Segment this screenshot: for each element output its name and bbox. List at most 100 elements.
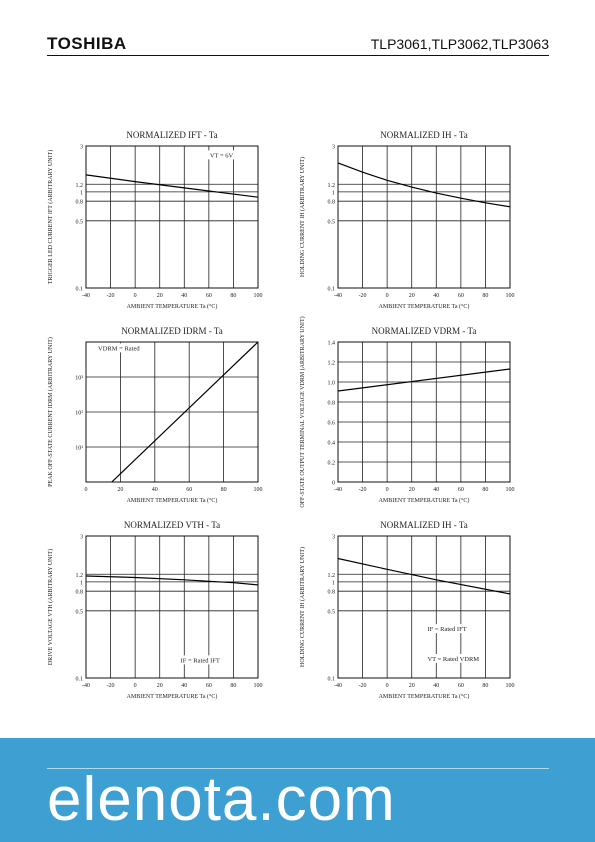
x-tick-label: 60 (458, 683, 464, 689)
x-tick-label: 40 (433, 487, 439, 493)
x-tick-label: 20 (157, 293, 163, 299)
annotation-bg (425, 653, 484, 663)
x-tick-label: 20 (409, 487, 415, 493)
y-axis-label: TRIGGER LED CURRENT IFT (ARBITRARY UNIT) (47, 150, 54, 284)
x-tick-label: 20 (409, 293, 415, 299)
toshiba-logo: TOSHIBA (47, 34, 127, 53)
y-tick-label: 0.1 (76, 287, 84, 293)
x-tick-label: 40 (433, 683, 439, 689)
y-tick-label: 0.2 (328, 461, 336, 467)
chart-vdrm-ta: NORMALIZED VDRM - Ta OFF-STATE OUTPUT TER… (299, 316, 515, 507)
chart-ih-ta-top: NORMALIZED IH - Ta HOLDING CURRENT IH (AR… (299, 130, 515, 310)
chart-title: NORMALIZED VTH - Ta (124, 520, 220, 530)
y-tick-label: 0.8 (76, 590, 84, 596)
x-tick-label: 0 (85, 487, 88, 493)
y-tick-label: 0.5 (328, 219, 336, 225)
x-tick-label: -20 (359, 683, 367, 689)
y-tick-label: 1 (332, 190, 335, 196)
y-tick-label: 1 (80, 190, 83, 196)
y-tick-label: 3 (332, 145, 335, 151)
chart-vth-ta: NORMALIZED VTH - Ta DRIVE VOLTAGE VTH (AR… (47, 520, 263, 700)
x-tick-label: 0 (386, 487, 389, 493)
chart-title: NORMALIZED IH - Ta (380, 130, 467, 140)
y-axis-label: PEAK OFF-STATE CURRENT IDRM (ARBITRARY U… (47, 337, 54, 487)
y-tick-label: 0 (332, 481, 335, 487)
annotation-bg (178, 655, 233, 665)
plot-frame (85, 341, 259, 483)
y-tick-label: 0.1 (328, 677, 336, 683)
series-line (85, 575, 259, 586)
x-tick-label: 100 (254, 293, 263, 299)
x-tick-label: 80 (482, 293, 488, 299)
x-tick-label: 80 (482, 487, 488, 493)
y-tick-label: 3 (332, 535, 335, 541)
y-tick-label: 1 (80, 580, 83, 586)
x-tick-label: 0 (134, 293, 137, 299)
y-tick-label: 1.2 (328, 183, 336, 189)
y-tick-label: 0.6 (328, 421, 336, 427)
x-axis-label: AMBIENT TEMPERATURE Ta (°C) (379, 497, 470, 504)
x-tick-label: 60 (458, 487, 464, 493)
x-tick-label: 100 (506, 683, 515, 689)
header-rule (47, 55, 549, 56)
chart-ift-ta: NORMALIZED IFT - Ta TRIGGER LED CURRENT I… (47, 130, 263, 310)
annotation-label: IF = Rated IFT (181, 657, 220, 664)
y-tick-label: 1.2 (76, 183, 84, 189)
chart-title: NORMALIZED VDRM - Ta (372, 326, 477, 336)
x-tick-label: -40 (334, 683, 342, 689)
x-tick-label: -40 (334, 487, 342, 493)
x-tick-label: -40 (82, 683, 90, 689)
y-tick-label: 0.8 (328, 200, 336, 206)
series-line (337, 368, 511, 392)
y-axis-label: HOLDING CURRENT IH (ARBITRARY UNIT) (299, 547, 306, 667)
x-tick-label: 40 (181, 683, 187, 689)
chart-title: NORMALIZED IDRM - Ta (121, 326, 222, 336)
plot-frame (85, 535, 259, 679)
x-tick-label: -40 (334, 293, 342, 299)
chart-title: NORMALIZED IH - Ta (380, 520, 467, 530)
x-tick-label: 40 (181, 293, 187, 299)
y-tick-label: 0.1 (328, 287, 336, 293)
x-tick-label: 60 (186, 487, 192, 493)
chart-title: NORMALIZED IFT - Ta (126, 130, 217, 140)
y-tick-label: 10² (75, 411, 83, 417)
x-tick-label: -20 (107, 293, 115, 299)
series-line (337, 162, 511, 208)
y-tick-label: 0.4 (328, 441, 336, 447)
y-tick-label: 0.5 (76, 219, 84, 225)
x-tick-label: 0 (134, 683, 137, 689)
annotation-bg (96, 343, 144, 353)
x-tick-label: -20 (359, 293, 367, 299)
x-tick-label: 20 (157, 683, 163, 689)
x-tick-label: 100 (506, 487, 515, 493)
annotation-label: VDRM = Rated (98, 345, 140, 352)
y-tick-label: 1.2 (76, 573, 84, 579)
plot-frame (337, 341, 511, 483)
x-axis-label: AMBIENT TEMPERATURE Ta (°C) (379, 303, 470, 310)
plot-frame (337, 535, 511, 679)
x-tick-label: 20 (409, 683, 415, 689)
y-tick-label: 0.5 (328, 609, 336, 615)
chart-idrm-ta: NORMALIZED IDRM - Ta PEAK OFF-STATE CURRE… (47, 326, 263, 504)
y-tick-label: 10³ (75, 376, 83, 382)
y-axis-label: OFF-STATE OUTPUT TERMINAL VOLTAGE VDRM (… (299, 316, 306, 507)
annotation-bg (425, 624, 480, 634)
chart-ih-ta-bottom: NORMALIZED IH - Ta HOLDING CURRENT IH (AR… (299, 520, 515, 700)
x-axis-label: AMBIENT TEMPERATURE Ta (°C) (379, 693, 470, 700)
x-tick-label: 100 (254, 487, 263, 493)
x-tick-label: 60 (458, 293, 464, 299)
y-tick-label: 1.2 (328, 573, 336, 579)
x-tick-label: 20 (117, 487, 123, 493)
x-tick-label: -20 (107, 683, 115, 689)
x-tick-label: 0 (386, 683, 389, 689)
x-tick-label: 60 (206, 683, 212, 689)
x-axis-label: AMBIENT TEMPERATURE Ta (°C) (127, 497, 218, 504)
y-tick-label: 0.8 (76, 200, 84, 206)
x-tick-label: 100 (506, 293, 515, 299)
y-axis-label: HOLDING CURRENT IH (ARBITRARY UNIT) (299, 157, 306, 277)
footer-band (0, 738, 595, 842)
x-tick-label: -20 (359, 487, 367, 493)
x-tick-label: 80 (221, 487, 227, 493)
series-line (111, 341, 259, 483)
annotation-label: VT = Rated VDRM (427, 656, 479, 663)
